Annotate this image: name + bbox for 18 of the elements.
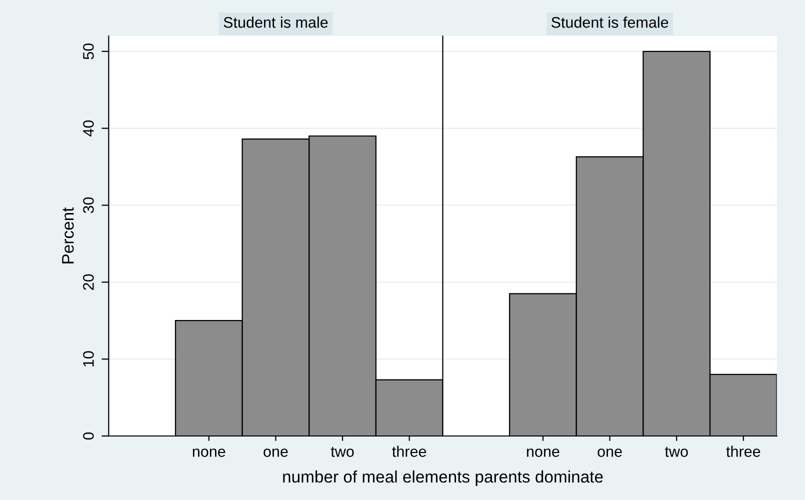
x-tick-label: one bbox=[264, 448, 288, 457]
y-axis-title: Percent bbox=[62, 207, 74, 264]
y-tick-label: 40 bbox=[83, 120, 94, 136]
x-tick-label: three bbox=[392, 446, 426, 457]
x-tick-label: two bbox=[330, 446, 354, 457]
y-tick-label: 10 bbox=[83, 351, 94, 366]
y-tick-label: 50 bbox=[83, 43, 94, 60]
y-tick-label: 0 bbox=[83, 432, 94, 440]
chart-title: Student is male bbox=[224, 16, 328, 28]
chart-title: Student is female bbox=[551, 16, 668, 28]
x-tick-label: two bbox=[664, 446, 688, 457]
x-tick-label: none bbox=[526, 448, 560, 457]
x-tick-label: three bbox=[726, 446, 760, 457]
x-tick-label: one bbox=[598, 448, 622, 457]
y-tick-label: 20 bbox=[83, 274, 94, 290]
y-tick-label: 30 bbox=[83, 197, 94, 214]
x-tick-label: none bbox=[192, 448, 226, 457]
x-axis-title: number of meal elements parents dominate bbox=[283, 470, 603, 486]
